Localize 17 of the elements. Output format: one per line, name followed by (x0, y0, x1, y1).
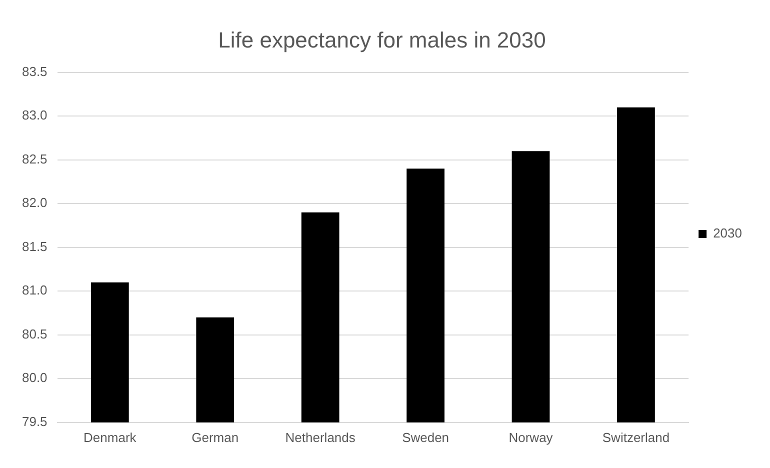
y-tick-label: 81.0 (22, 282, 48, 298)
x-tick-label: Sweden (402, 430, 450, 445)
y-tick-label: 81.5 (22, 238, 48, 254)
x-tick-label: Netherlands (285, 430, 356, 445)
y-tick-label: 82.0 (22, 195, 48, 210)
x-tick-label: Denmark (84, 430, 137, 445)
y-tick-label: 80.0 (22, 370, 48, 386)
x-tick-label: Switzerland (602, 430, 670, 445)
legend-label: 2030 (713, 226, 742, 241)
x-tick-label: German (192, 430, 239, 445)
chart-title: Life expectancy for males in 2030 (218, 27, 546, 52)
y-tick-label: 80.5 (22, 326, 48, 342)
y-tick-label: 83.5 (22, 64, 48, 79)
y-tick-label: 83.0 (22, 108, 48, 123)
x-tick-label: Norway (508, 430, 554, 445)
y-tick-label: 82.5 (22, 151, 48, 166)
y-tick-label: 79.5 (22, 414, 48, 429)
